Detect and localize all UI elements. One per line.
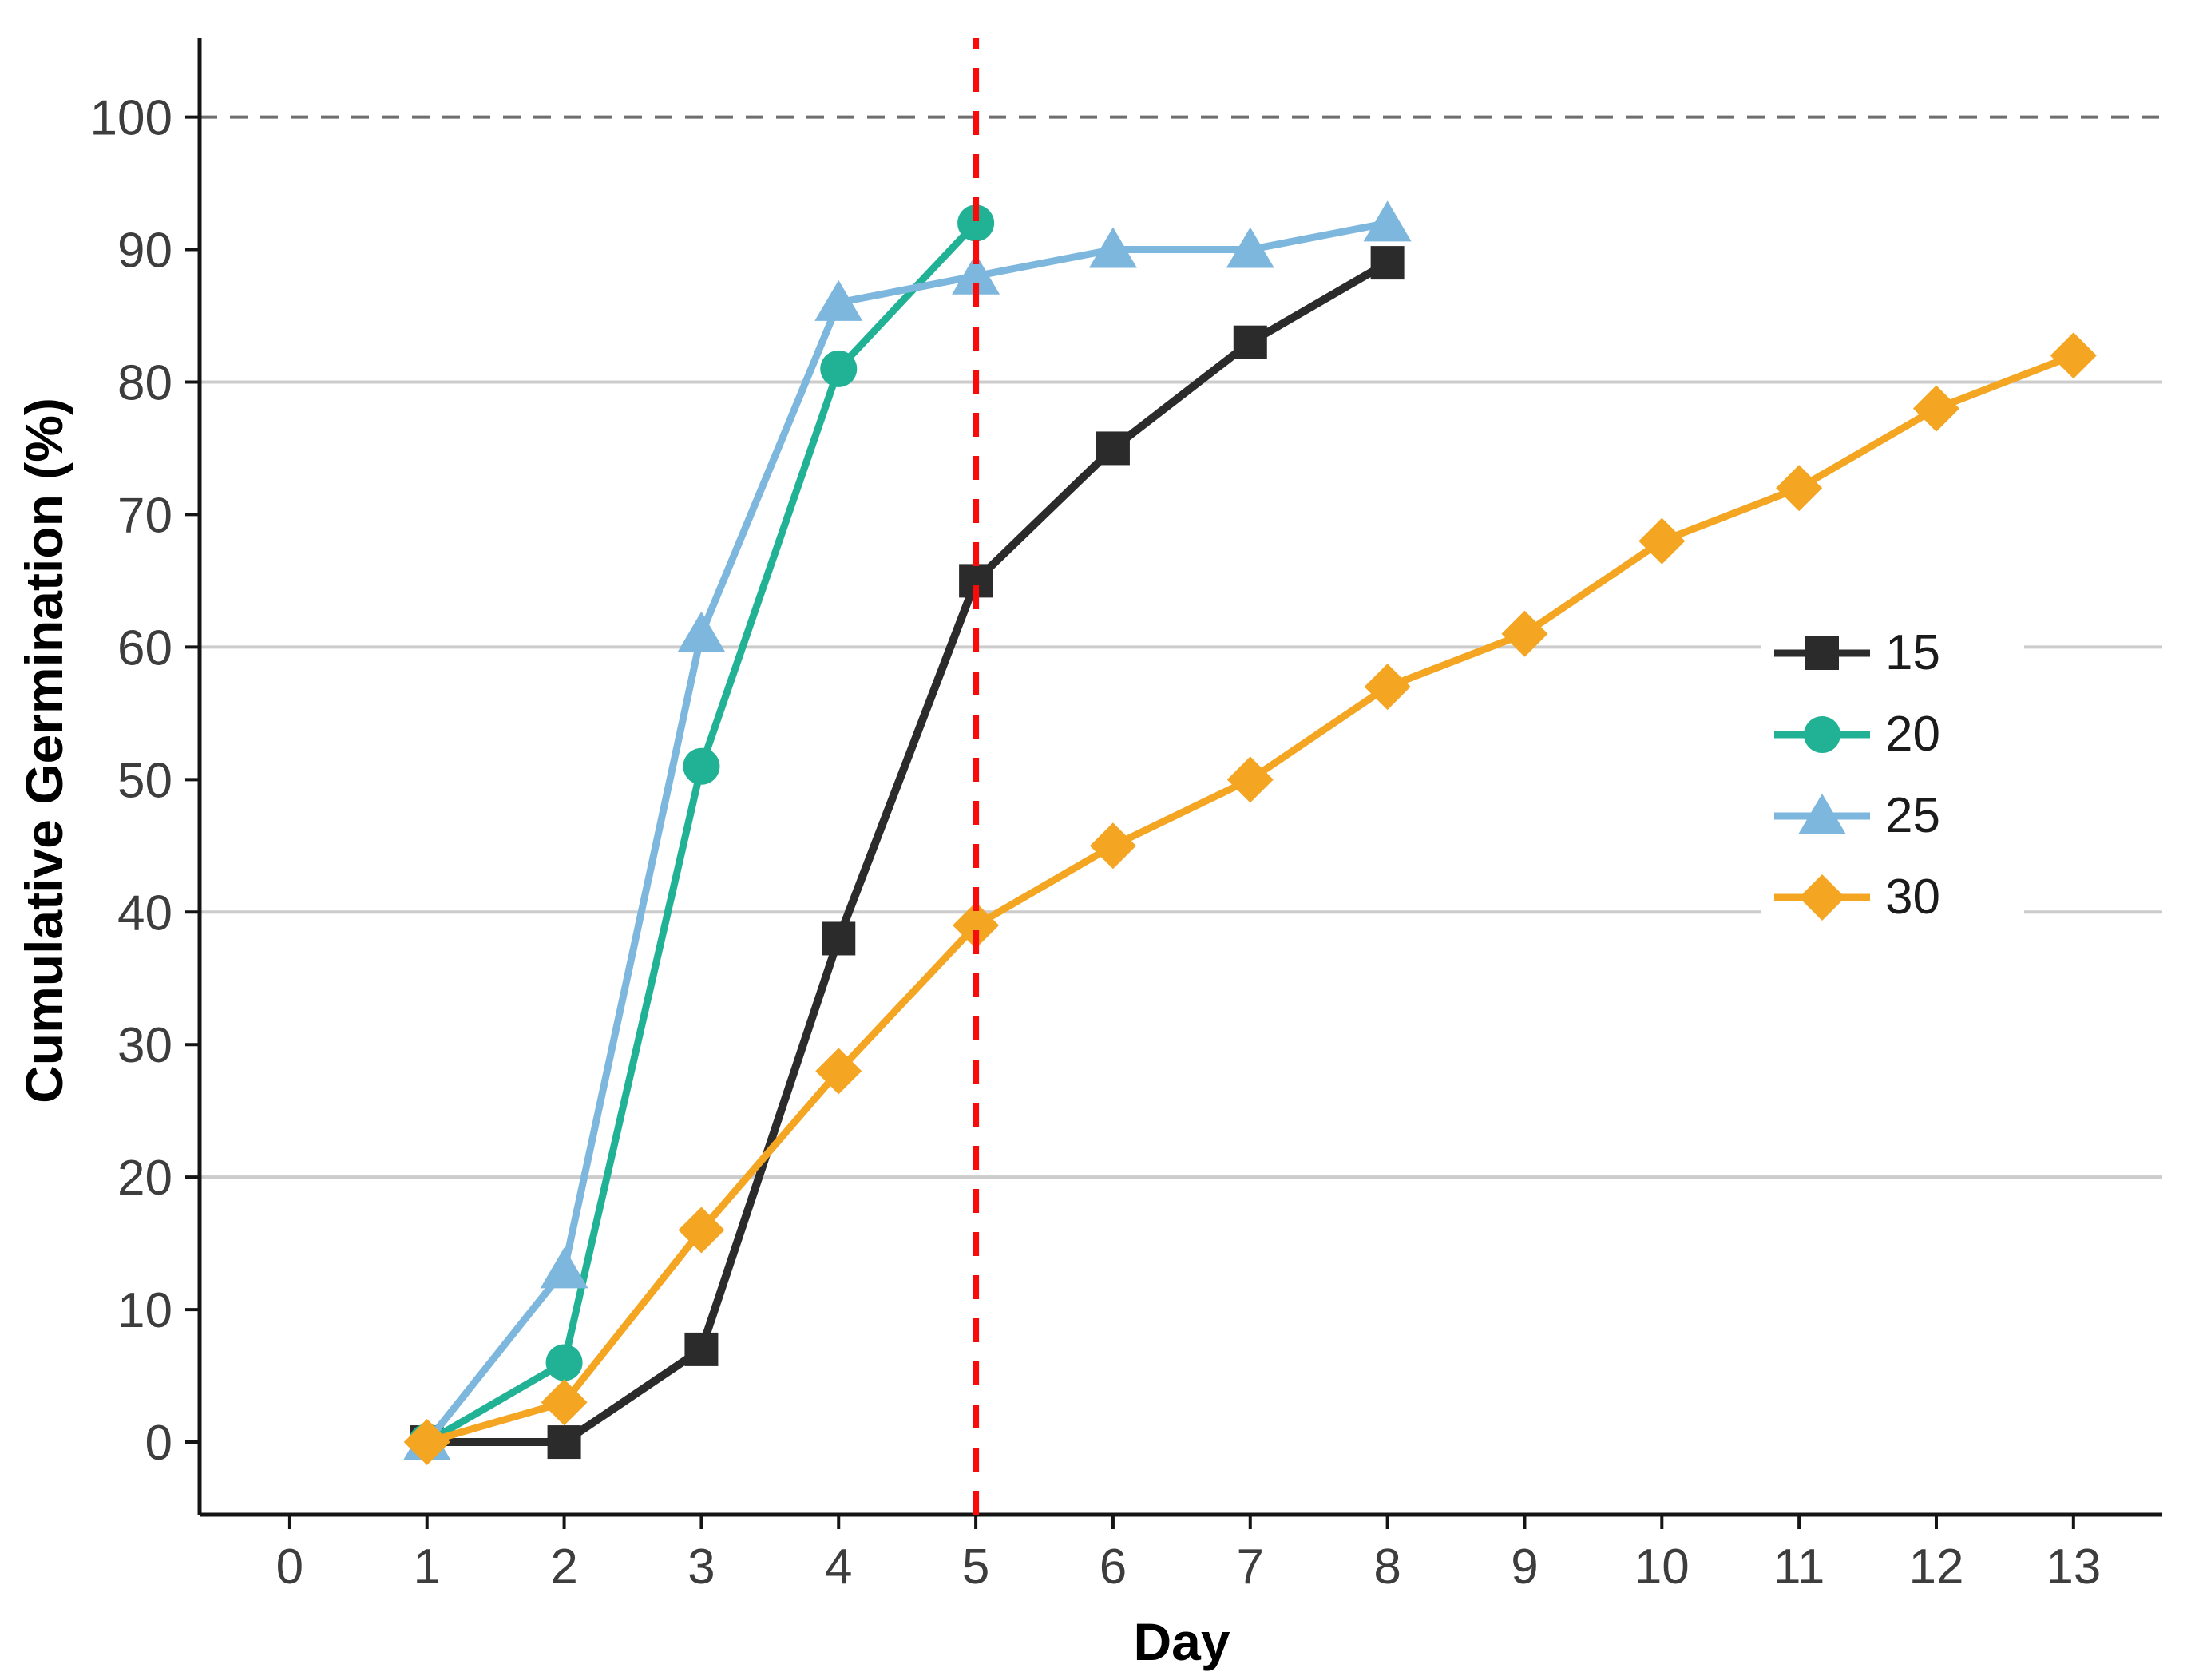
- point-25-day2: [540, 1247, 588, 1289]
- point-30-day3: [678, 1207, 725, 1254]
- x-tick-label-4: 4: [825, 1539, 852, 1595]
- x-tick-label-13: 13: [2046, 1539, 2101, 1595]
- point-15-day3: [684, 1332, 719, 1366]
- point-30-day6: [1089, 822, 1136, 870]
- x-tick-label-2: 2: [550, 1539, 577, 1595]
- legend-item-25: 25: [1770, 775, 2024, 857]
- x-tick-label-8: 8: [1373, 1539, 1401, 1595]
- point-15-day4: [822, 921, 856, 956]
- point-30-day12: [1912, 385, 1959, 432]
- x-tick-label-10: 10: [1634, 1539, 1690, 1595]
- legend-label-30: 30: [1885, 870, 1940, 925]
- series-line-15: [426, 259, 1390, 1447]
- y-tick-label-50: 50: [117, 753, 172, 808]
- series-20: [408, 204, 995, 1461]
- point-30-day4: [815, 1048, 862, 1095]
- legend-item-30: 30: [1770, 857, 2024, 938]
- series-30: [403, 332, 2097, 1466]
- y-tick-label-100: 100: [90, 91, 172, 146]
- x-tick-label-1: 1: [413, 1539, 440, 1595]
- point-30-day9: [1501, 610, 1548, 657]
- triangle-icon: [1774, 794, 1870, 834]
- point-30-day11: [1776, 465, 1823, 512]
- point-30-day5: [953, 901, 1000, 949]
- y-tick-label-70: 70: [117, 488, 172, 543]
- circle-icon: [1774, 716, 1870, 753]
- legend-key-marker-15: [1805, 636, 1839, 670]
- x-axis-title: Day: [1133, 1612, 1230, 1671]
- point-30-day10: [1638, 517, 1686, 565]
- point-15-day6: [1096, 431, 1130, 466]
- y-tick-label-10: 10: [117, 1283, 172, 1338]
- y-tick-label-90: 90: [117, 224, 172, 279]
- point-30-day13: [2050, 332, 2097, 379]
- x-tick-label-11: 11: [1773, 1539, 1825, 1595]
- y-tick-label-40: 40: [117, 886, 172, 941]
- point-25-day5: [952, 253, 1000, 295]
- point-25-day8: [1363, 200, 1412, 242]
- y-tick-label-80: 80: [117, 355, 172, 410]
- point-20-day5: [957, 204, 995, 242]
- legend: 15 20 25 30: [1761, 603, 2024, 949]
- series-line-20: [425, 220, 979, 1445]
- x-tick-label-9: 9: [1511, 1539, 1538, 1595]
- legend-label-25: 25: [1885, 788, 1940, 843]
- x-tick-label-12: 12: [1908, 1539, 1963, 1595]
- legend-item-15: 15: [1770, 612, 2024, 694]
- point-30-day8: [1364, 664, 1411, 711]
- legend-key-marker-30: [1799, 874, 1845, 921]
- legend-key-marker-20: [1804, 716, 1840, 753]
- x-tick-label-3: 3: [687, 1539, 715, 1595]
- point-25-day6: [1088, 227, 1137, 268]
- diamond-icon: [1774, 874, 1870, 921]
- series-line-25: [424, 219, 1389, 1444]
- y-tick-label-0: 0: [145, 1416, 172, 1471]
- point-20-day2: [545, 1344, 583, 1381]
- point-30-day7: [1226, 756, 1274, 803]
- square-icon: [1774, 636, 1870, 670]
- point-20-day4: [820, 350, 858, 387]
- point-25-day7: [1226, 227, 1274, 268]
- point-15-day2: [547, 1425, 581, 1460]
- legend-item-20: 20: [1770, 694, 2024, 775]
- y-tick-label-20: 20: [117, 1151, 172, 1206]
- x-tick-label-7: 7: [1237, 1539, 1264, 1595]
- point-15-day7: [1233, 325, 1267, 359]
- y-tick-label-60: 60: [117, 620, 172, 676]
- legend-label-20: 20: [1885, 707, 1940, 762]
- point-30-day2: [541, 1379, 588, 1426]
- point-15-day8: [1370, 246, 1405, 280]
- legend-label-15: 15: [1885, 625, 1940, 680]
- legend-key-marker-25: [1798, 794, 1846, 834]
- x-tick-label-6: 6: [1100, 1539, 1127, 1595]
- y-tick-label-30: 30: [117, 1018, 172, 1073]
- point-20-day3: [683, 747, 720, 785]
- point-25-day4: [814, 279, 863, 321]
- x-tick-label-0: 0: [276, 1539, 303, 1595]
- point-30-day1: [403, 1419, 450, 1466]
- series-25: [402, 200, 1412, 1461]
- y-axis-title: Cumulative Germination (%): [14, 398, 73, 1103]
- point-25-day3: [677, 611, 726, 652]
- x-tick-label-5: 5: [962, 1539, 989, 1595]
